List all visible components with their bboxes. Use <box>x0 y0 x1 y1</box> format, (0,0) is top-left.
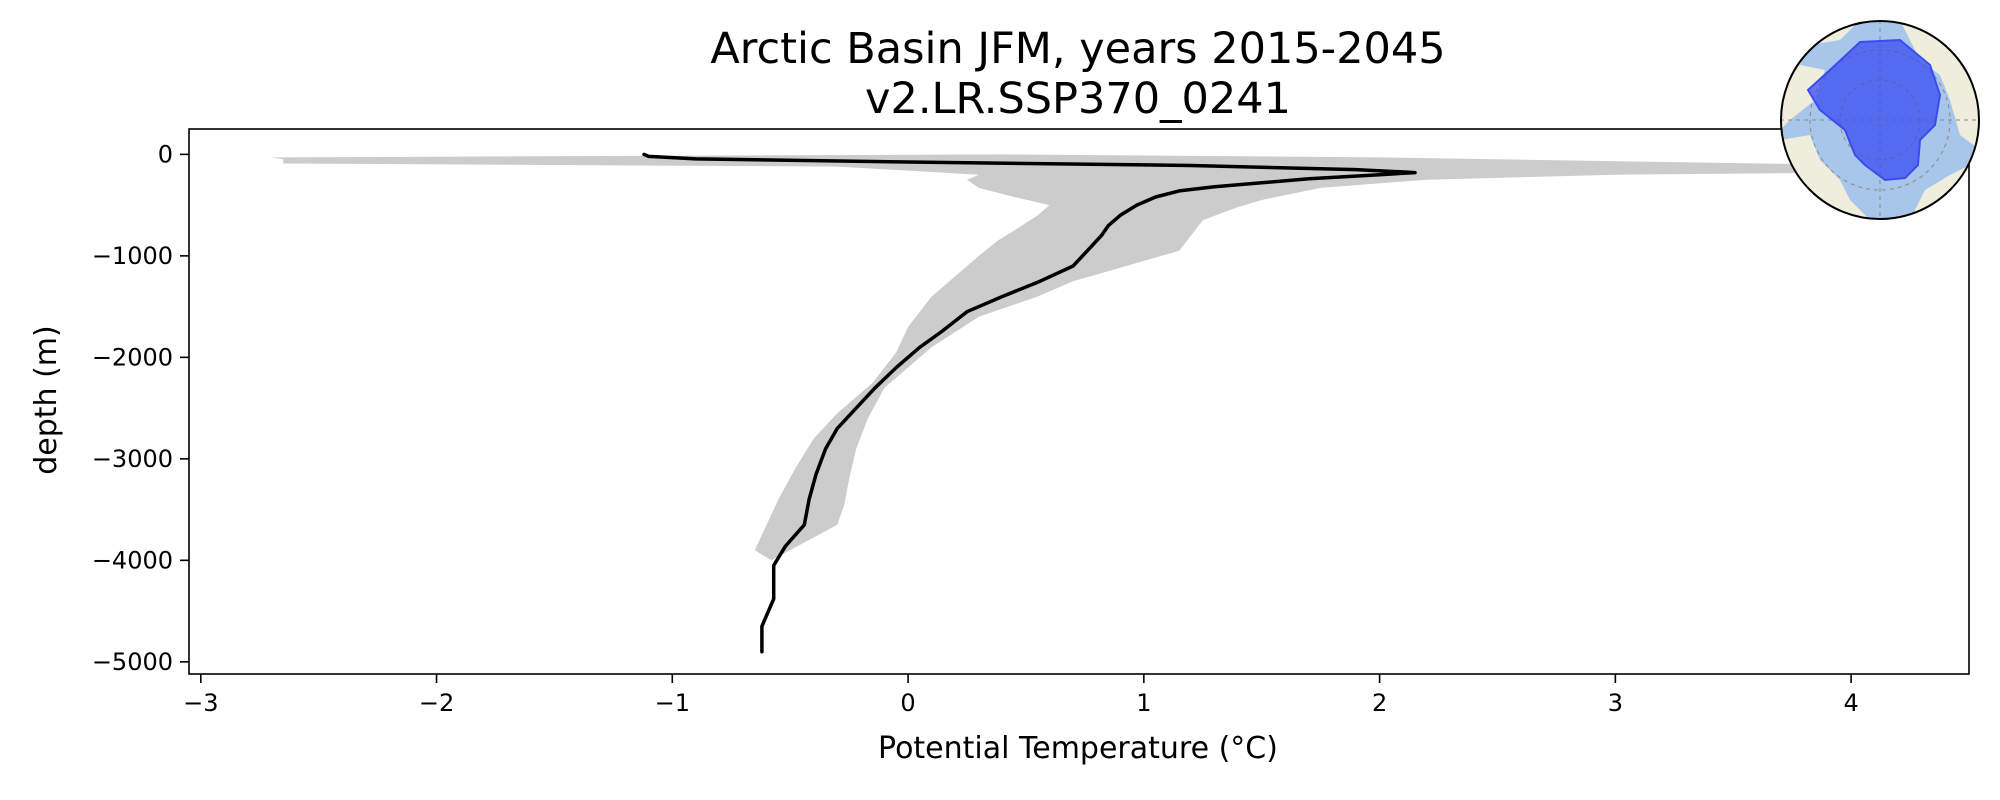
map-globe-outline <box>1780 20 1980 220</box>
mean-temperature-line <box>642 152 1417 654</box>
x-tick-label: 4 <box>1843 689 1858 717</box>
chart-title: Arctic Basin JFM, years 2015-2045 <box>710 24 1445 74</box>
x-tick-label: −3 <box>183 689 218 717</box>
y-tick-label: −5000 <box>92 648 173 676</box>
y-axis-label: depth (m) <box>29 325 64 475</box>
y-tick-label: −2000 <box>92 343 173 371</box>
temperature-range-band <box>271 154 1958 561</box>
plot-frame <box>188 128 1970 675</box>
x-axis: −3 −2 −1 0 1 2 3 4 <box>183 674 1859 717</box>
plot-area <box>271 152 1958 654</box>
x-tick-label: 2 <box>1372 689 1387 717</box>
x-axis-label: Potential Temperature (°C) <box>878 731 1278 766</box>
x-tick-label: 3 <box>1608 689 1623 717</box>
x-tick-label: −2 <box>419 689 454 717</box>
y-tick-label: −4000 <box>92 546 173 574</box>
y-tick-label: −1000 <box>92 242 173 270</box>
y-axis: 0 −1000 −2000 −3000 −4000 −5000 <box>92 140 189 676</box>
x-tick-label: 0 <box>900 689 915 717</box>
arctic-basin-region <box>1806 38 1942 182</box>
y-tick-label: −3000 <box>92 445 173 473</box>
y-tick-label: 0 <box>158 140 173 168</box>
chart-subtitle: v2.LR.SSP370_0241 <box>865 74 1291 124</box>
x-tick-label: 1 <box>1136 689 1151 717</box>
x-tick-label: −1 <box>655 689 690 717</box>
arctic-region-locator-icon <box>1780 20 1980 220</box>
